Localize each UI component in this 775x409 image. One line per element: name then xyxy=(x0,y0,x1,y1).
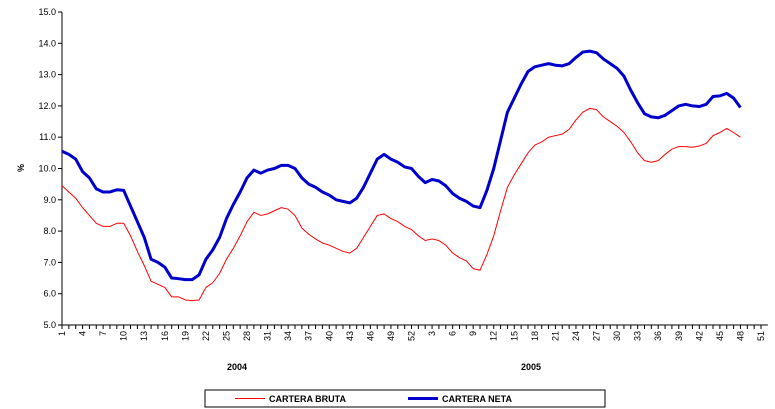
x-tick-label: 4 xyxy=(78,331,88,336)
x-tick-label: 22 xyxy=(201,331,211,341)
y-tick-label: 13.0 xyxy=(38,70,56,80)
y-tick-label: 9.0 xyxy=(43,195,56,205)
x-tick-label: 48 xyxy=(735,331,745,341)
y-tick-label: 12.0 xyxy=(38,101,56,111)
legend-label: CARTERA BRUTA xyxy=(269,394,346,404)
line-series xyxy=(61,49,742,282)
x-tick-label: 1 xyxy=(57,331,67,336)
x-tick-label: 36 xyxy=(653,331,663,341)
y-tick-label: 10.0 xyxy=(38,164,56,174)
legend-label: CARTERA NETA xyxy=(442,394,512,404)
x-tick-label: 40 xyxy=(324,331,334,341)
x-tick-label: 10 xyxy=(119,331,129,341)
x-tick-label: 12 xyxy=(489,331,499,341)
x-tick-label: 51 xyxy=(756,331,766,341)
x-tick-label: 42 xyxy=(694,331,704,341)
x-tick-label: 28 xyxy=(242,331,252,341)
x-tick-label: 15 xyxy=(509,331,519,341)
x-tick-label: 3 xyxy=(427,331,437,336)
y-tick-label: 15.0 xyxy=(38,7,56,17)
x-tick-label: 31 xyxy=(263,331,273,341)
x-tick-label: 6 xyxy=(448,331,458,336)
x-tick-label: 45 xyxy=(715,331,725,341)
x-tick-label: 21 xyxy=(550,331,560,341)
x-tick-label: 13 xyxy=(139,331,149,341)
x-tick-label: 33 xyxy=(633,331,643,341)
x-tick-label: 46 xyxy=(365,331,375,341)
x-tick-label: 49 xyxy=(386,331,396,341)
y-tick-label: 7.0 xyxy=(43,257,56,267)
y-tick-label: 5.0 xyxy=(43,320,56,330)
x-tick-label: 37 xyxy=(304,331,314,341)
legend-box xyxy=(204,389,606,408)
x-tick-label: 19 xyxy=(180,331,190,341)
x-tick-label: 39 xyxy=(674,331,684,341)
year-label: 2004 xyxy=(227,362,247,372)
x-tick-label: 25 xyxy=(221,331,231,341)
line-series xyxy=(61,107,741,302)
y-tick-label: 14.0 xyxy=(38,38,56,48)
y-tick-label: 11.0 xyxy=(39,132,56,142)
year-label: 2005 xyxy=(521,362,541,372)
x-tick-label: 18 xyxy=(530,331,540,341)
y-tick-label: 8.0 xyxy=(43,226,56,236)
x-tick-label: 43 xyxy=(345,331,355,341)
y-axis-label: % xyxy=(16,164,26,172)
x-tick-label: 24 xyxy=(571,331,581,341)
x-tick-label: 52 xyxy=(407,331,417,341)
x-tick-label: 7 xyxy=(98,331,108,336)
x-tick-label: 27 xyxy=(592,331,602,341)
y-tick-label: 6.0 xyxy=(43,289,56,299)
x-tick-label: 9 xyxy=(468,331,478,336)
x-tick-label: 16 xyxy=(160,331,170,341)
x-tick-label: 34 xyxy=(283,331,293,341)
x-tick-label: 30 xyxy=(612,331,622,341)
